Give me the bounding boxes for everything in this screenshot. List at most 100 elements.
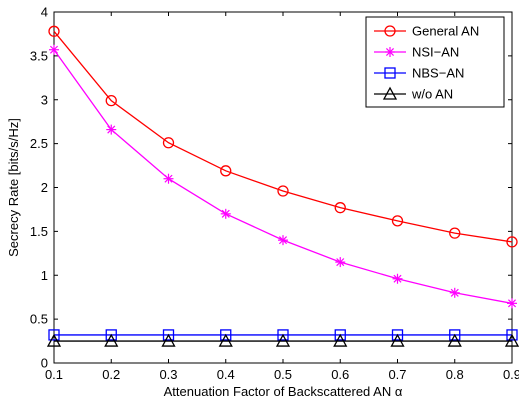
legend-entry: NBS−AN xyxy=(374,66,464,81)
star-stroke xyxy=(107,125,116,134)
triangle-marker xyxy=(504,333,519,347)
star-stroke xyxy=(393,274,402,283)
legend-marker xyxy=(384,67,396,79)
x-tick-label: 0.7 xyxy=(388,367,406,382)
y-tick-label: 0 xyxy=(41,356,48,371)
x-tick-label: 0.6 xyxy=(331,367,349,382)
circle-marker xyxy=(449,227,461,239)
x-axis-label: Attenuation Factor of Backscattered AN α xyxy=(164,384,403,399)
data-point xyxy=(390,333,405,347)
y-tick-label: 2 xyxy=(41,180,48,195)
legend-entry: NSI−AN xyxy=(374,45,459,60)
square-marker xyxy=(506,329,518,341)
triangle-marker xyxy=(161,333,176,347)
data-point xyxy=(104,333,119,347)
data-point xyxy=(504,333,519,347)
x-tick-label: 0.2 xyxy=(102,367,120,382)
triangle-marker xyxy=(333,333,348,347)
triangle-marker xyxy=(382,86,398,100)
data-point xyxy=(449,287,460,298)
data-point xyxy=(162,137,175,149)
data-point xyxy=(161,333,176,347)
data-point xyxy=(333,333,348,347)
y-tick-label: 3.5 xyxy=(30,48,48,63)
square-marker xyxy=(48,329,60,341)
circle-marker xyxy=(334,202,346,214)
data-point xyxy=(218,333,233,347)
x-tick-label: 0.4 xyxy=(217,367,235,382)
circle-marker xyxy=(48,25,60,37)
star-stroke xyxy=(385,47,395,57)
square-marker xyxy=(449,329,461,341)
data-point xyxy=(105,94,117,107)
data-point xyxy=(278,235,288,246)
square-marker xyxy=(384,67,396,79)
data-point xyxy=(277,185,289,197)
triangle-marker xyxy=(104,333,119,347)
star-stroke xyxy=(49,45,59,54)
data-point xyxy=(220,208,231,219)
square-marker xyxy=(391,329,404,341)
square-marker xyxy=(334,329,346,341)
circle-marker xyxy=(220,165,232,177)
triangle-marker xyxy=(447,333,462,347)
y-tick-label: 0.5 xyxy=(30,312,48,327)
y-axis-label: Secrecy Rate [bits/s/Hz] xyxy=(6,118,21,257)
legend-entry: General AN xyxy=(374,24,479,39)
star-stroke xyxy=(164,174,173,183)
data-point xyxy=(506,329,518,341)
x-tick-label: 0.3 xyxy=(159,367,177,382)
data-point xyxy=(106,124,117,135)
circle-marker xyxy=(105,94,117,107)
data-point xyxy=(105,329,117,341)
star-stroke xyxy=(336,258,345,267)
data-point xyxy=(220,165,232,177)
data-point xyxy=(162,329,175,341)
series-line xyxy=(53,30,513,243)
data-point xyxy=(335,257,346,268)
data-point xyxy=(48,25,60,37)
circle-marker xyxy=(384,25,396,37)
circle-marker xyxy=(391,215,404,227)
legend-marker xyxy=(385,47,395,57)
data-point xyxy=(163,173,174,184)
data-point xyxy=(48,329,60,341)
legend-label: NSI−AN xyxy=(412,45,459,60)
legend: General AN NSI−AN NBS−AN w/o AN xyxy=(365,16,505,108)
y-tick-label: 4 xyxy=(41,5,48,20)
data-point xyxy=(334,202,346,214)
data-point xyxy=(220,329,232,341)
legend-label: w/o AN xyxy=(411,87,453,102)
legend-entry: w/o AN xyxy=(374,87,453,102)
y-tick-label: 1 xyxy=(41,268,48,283)
series-3 xyxy=(46,333,519,347)
legend-marker xyxy=(382,86,398,100)
legend-marker xyxy=(384,25,396,37)
x-tick-label: 0.8 xyxy=(446,367,464,382)
data-point xyxy=(392,273,403,284)
square-marker xyxy=(277,329,289,341)
data-point xyxy=(334,329,346,341)
data-point xyxy=(275,333,291,347)
star-stroke xyxy=(278,236,288,245)
data-point xyxy=(49,44,59,55)
square-marker xyxy=(105,329,117,341)
star-stroke xyxy=(450,288,459,297)
star-stroke xyxy=(221,209,230,218)
data-point xyxy=(391,215,404,227)
x-tick-label: 0.1 xyxy=(45,367,63,382)
data-point xyxy=(277,329,289,341)
triangle-marker xyxy=(275,333,291,347)
data-point xyxy=(391,329,404,341)
data-point xyxy=(507,298,517,309)
data-point xyxy=(506,236,518,248)
star-stroke xyxy=(507,299,517,308)
circle-marker xyxy=(277,185,289,197)
circle-marker xyxy=(506,236,518,248)
y-tick-label: 2.5 xyxy=(30,136,48,151)
data-point xyxy=(46,333,62,347)
legend-label: NBS−AN xyxy=(412,66,464,81)
legend-box xyxy=(365,16,505,108)
series-1 xyxy=(49,44,517,309)
